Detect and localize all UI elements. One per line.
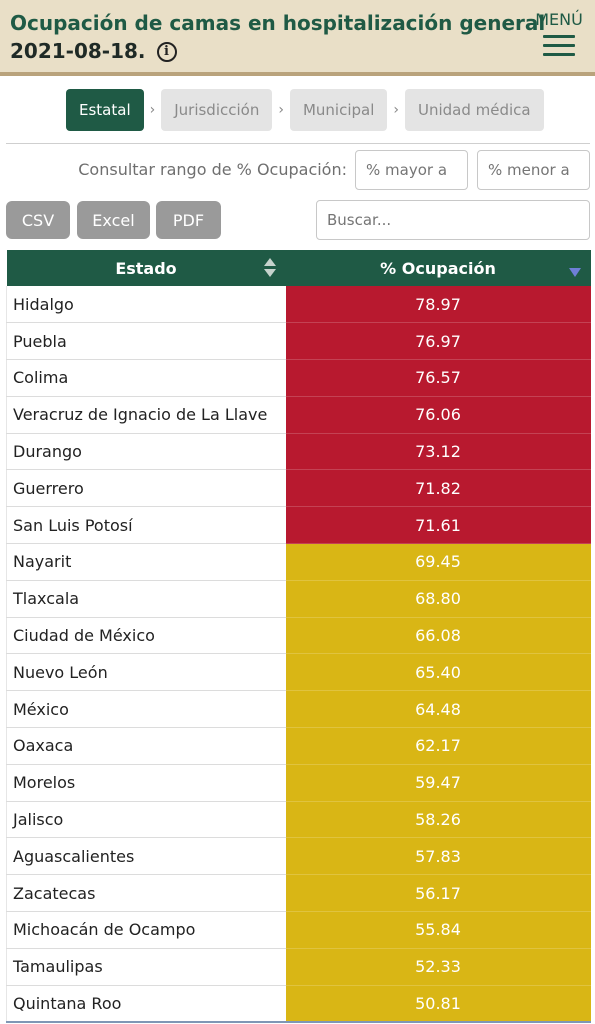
table-row: Aguascalientes 57.83 [6, 837, 591, 876]
estado-cell: Jalisco [6, 801, 286, 839]
ocupacion-cell: 66.08 [285, 617, 591, 655]
table-row: Durango 73.12 [6, 433, 591, 471]
table-row: Zacatecas 56.17 [6, 874, 591, 913]
table-row: Tlaxcala 68.80 [6, 580, 591, 618]
sort-desc-icon [568, 268, 581, 277]
estado-cell: Nuevo León [6, 653, 286, 692]
breadcrumb-estatal[interactable]: Estatal [66, 89, 144, 131]
divider [6, 143, 590, 144]
table-row: México 64.48 [6, 690, 591, 729]
ocupacion-cell: 65.40 [285, 653, 591, 692]
table-row: Oaxaca 62.17 [6, 727, 591, 765]
ocupacion-cell: 59.47 [285, 764, 591, 802]
range-label: Consultar rango de % Ocupación: [78, 160, 347, 179]
page-title-text: Ocupación de camas en hospitalización ge… [10, 11, 546, 35]
hamburger-icon [543, 35, 575, 56]
estado-cell: Michoacán de Ocampo [6, 911, 286, 949]
estado-cell: San Luis Potosí [6, 506, 286, 545]
ocupacion-cell: 55.84 [285, 911, 591, 949]
estado-cell: Oaxaca [6, 727, 286, 765]
ocupacion-cell: 50.81 [285, 985, 591, 1023]
excel-button[interactable]: Excel [77, 201, 150, 239]
ocupacion-cell: 62.17 [285, 727, 591, 765]
report-date-line: 2021-08-18. i [10, 37, 525, 65]
table-row: Nuevo León 65.40 [6, 653, 591, 692]
column-header-ocupacion-label: % Ocupación [380, 258, 496, 278]
ocupacion-cell: 56.17 [285, 874, 591, 913]
column-header-estado[interactable]: Estado [6, 250, 286, 286]
ocupacion-cell: 57.83 [285, 837, 591, 876]
column-header-ocupacion[interactable]: % Ocupación [285, 250, 591, 286]
estado-cell: Colima [6, 359, 286, 397]
range-min-input[interactable] [355, 150, 468, 190]
table-row: Hidalgo 78.97 [6, 286, 591, 324]
estado-cell: Nayarit [6, 543, 286, 581]
range-max-input[interactable] [477, 150, 590, 190]
estado-cell: Durango [6, 433, 286, 471]
sort-both-icon [263, 258, 276, 278]
ocupacion-cell: 64.48 [285, 690, 591, 729]
ocupacion-cell: 73.12 [285, 433, 591, 471]
breadcrumb: Estatal › Jurisdicción › Municipal › Uni… [66, 89, 544, 131]
ocupacion-cell: 71.61 [285, 506, 591, 545]
report-date: 2021-08-18. [10, 39, 146, 63]
table-row: Michoacán de Ocampo 55.84 [6, 911, 591, 949]
table-row: Veracruz de Ignacio de La Llave 76.06 [6, 396, 591, 434]
page-title: Ocupación de camas en hospitalización ge… [10, 9, 546, 65]
estado-cell: Tlaxcala [6, 580, 286, 618]
ocupacion-cell: 71.82 [285, 469, 591, 508]
table-row: Quintana Roo 50.81 [6, 985, 591, 1023]
breadcrumb-municipal[interactable]: Municipal [289, 89, 388, 131]
ocupacion-cell: 76.97 [285, 322, 591, 361]
ocupacion-cell: 76.06 [285, 396, 591, 434]
table-row: Jalisco 58.26 [6, 801, 591, 839]
estado-cell: México [6, 690, 286, 729]
breadcrumb-jurisdiccion[interactable]: Jurisdicción [161, 89, 273, 131]
chevron-right-icon: › [393, 102, 399, 118]
table-row: Puebla 76.97 [6, 322, 591, 361]
ocupacion-cell: 68.80 [285, 580, 591, 618]
pdf-button[interactable]: PDF [156, 201, 221, 239]
breadcrumb-unidad-medica[interactable]: Unidad médica [404, 89, 544, 131]
column-header-estado-label: Estado [115, 258, 177, 278]
chevron-right-icon: › [278, 102, 284, 118]
estado-cell: Zacatecas [6, 874, 286, 913]
ocupacion-cell: 78.97 [285, 286, 591, 324]
table-row: Colima 76.57 [6, 359, 591, 397]
search-input[interactable] [316, 200, 590, 240]
ocupacion-cell: 69.45 [285, 543, 591, 581]
estado-cell: Morelos [6, 764, 286, 802]
table-row: Tamaulipas 52.33 [6, 948, 591, 986]
occupancy-table: Estado % Ocupación Hidalgo 78.97 Puebla 76.… [6, 250, 591, 1023]
table-row: Guerrero 71.82 [6, 469, 591, 508]
table-row: Morelos 59.47 [6, 764, 591, 802]
estado-cell: Guerrero [6, 469, 286, 508]
ocupacion-cell: 58.26 [285, 801, 591, 839]
estado-cell: Hidalgo [6, 286, 286, 324]
menu-label: MENÚ [535, 10, 583, 29]
menu-button[interactable]: MENÚ [533, 10, 585, 62]
csv-button[interactable]: CSV [6, 201, 70, 239]
table-row: San Luis Potosí 71.61 [6, 506, 591, 545]
page-header: Ocupación de camas en hospitalización ge… [0, 0, 595, 76]
estado-cell: Tamaulipas [6, 948, 286, 986]
ocupacion-cell: 52.33 [285, 948, 591, 986]
info-icon[interactable]: i [156, 42, 177, 62]
table-row: Nayarit 69.45 [6, 543, 591, 581]
table-row: Ciudad de México 66.08 [6, 617, 591, 655]
estado-cell: Ciudad de México [6, 617, 286, 655]
estado-cell: Quintana Roo [6, 985, 286, 1023]
table-header-row: Estado % Ocupación [6, 250, 591, 286]
estado-cell: Puebla [6, 322, 286, 361]
chevron-right-icon: › [149, 102, 156, 118]
estado-cell: Veracruz de Ignacio de La Llave [6, 396, 286, 434]
ocupacion-cell: 76.57 [285, 359, 591, 397]
estado-cell: Aguascalientes [6, 837, 286, 876]
